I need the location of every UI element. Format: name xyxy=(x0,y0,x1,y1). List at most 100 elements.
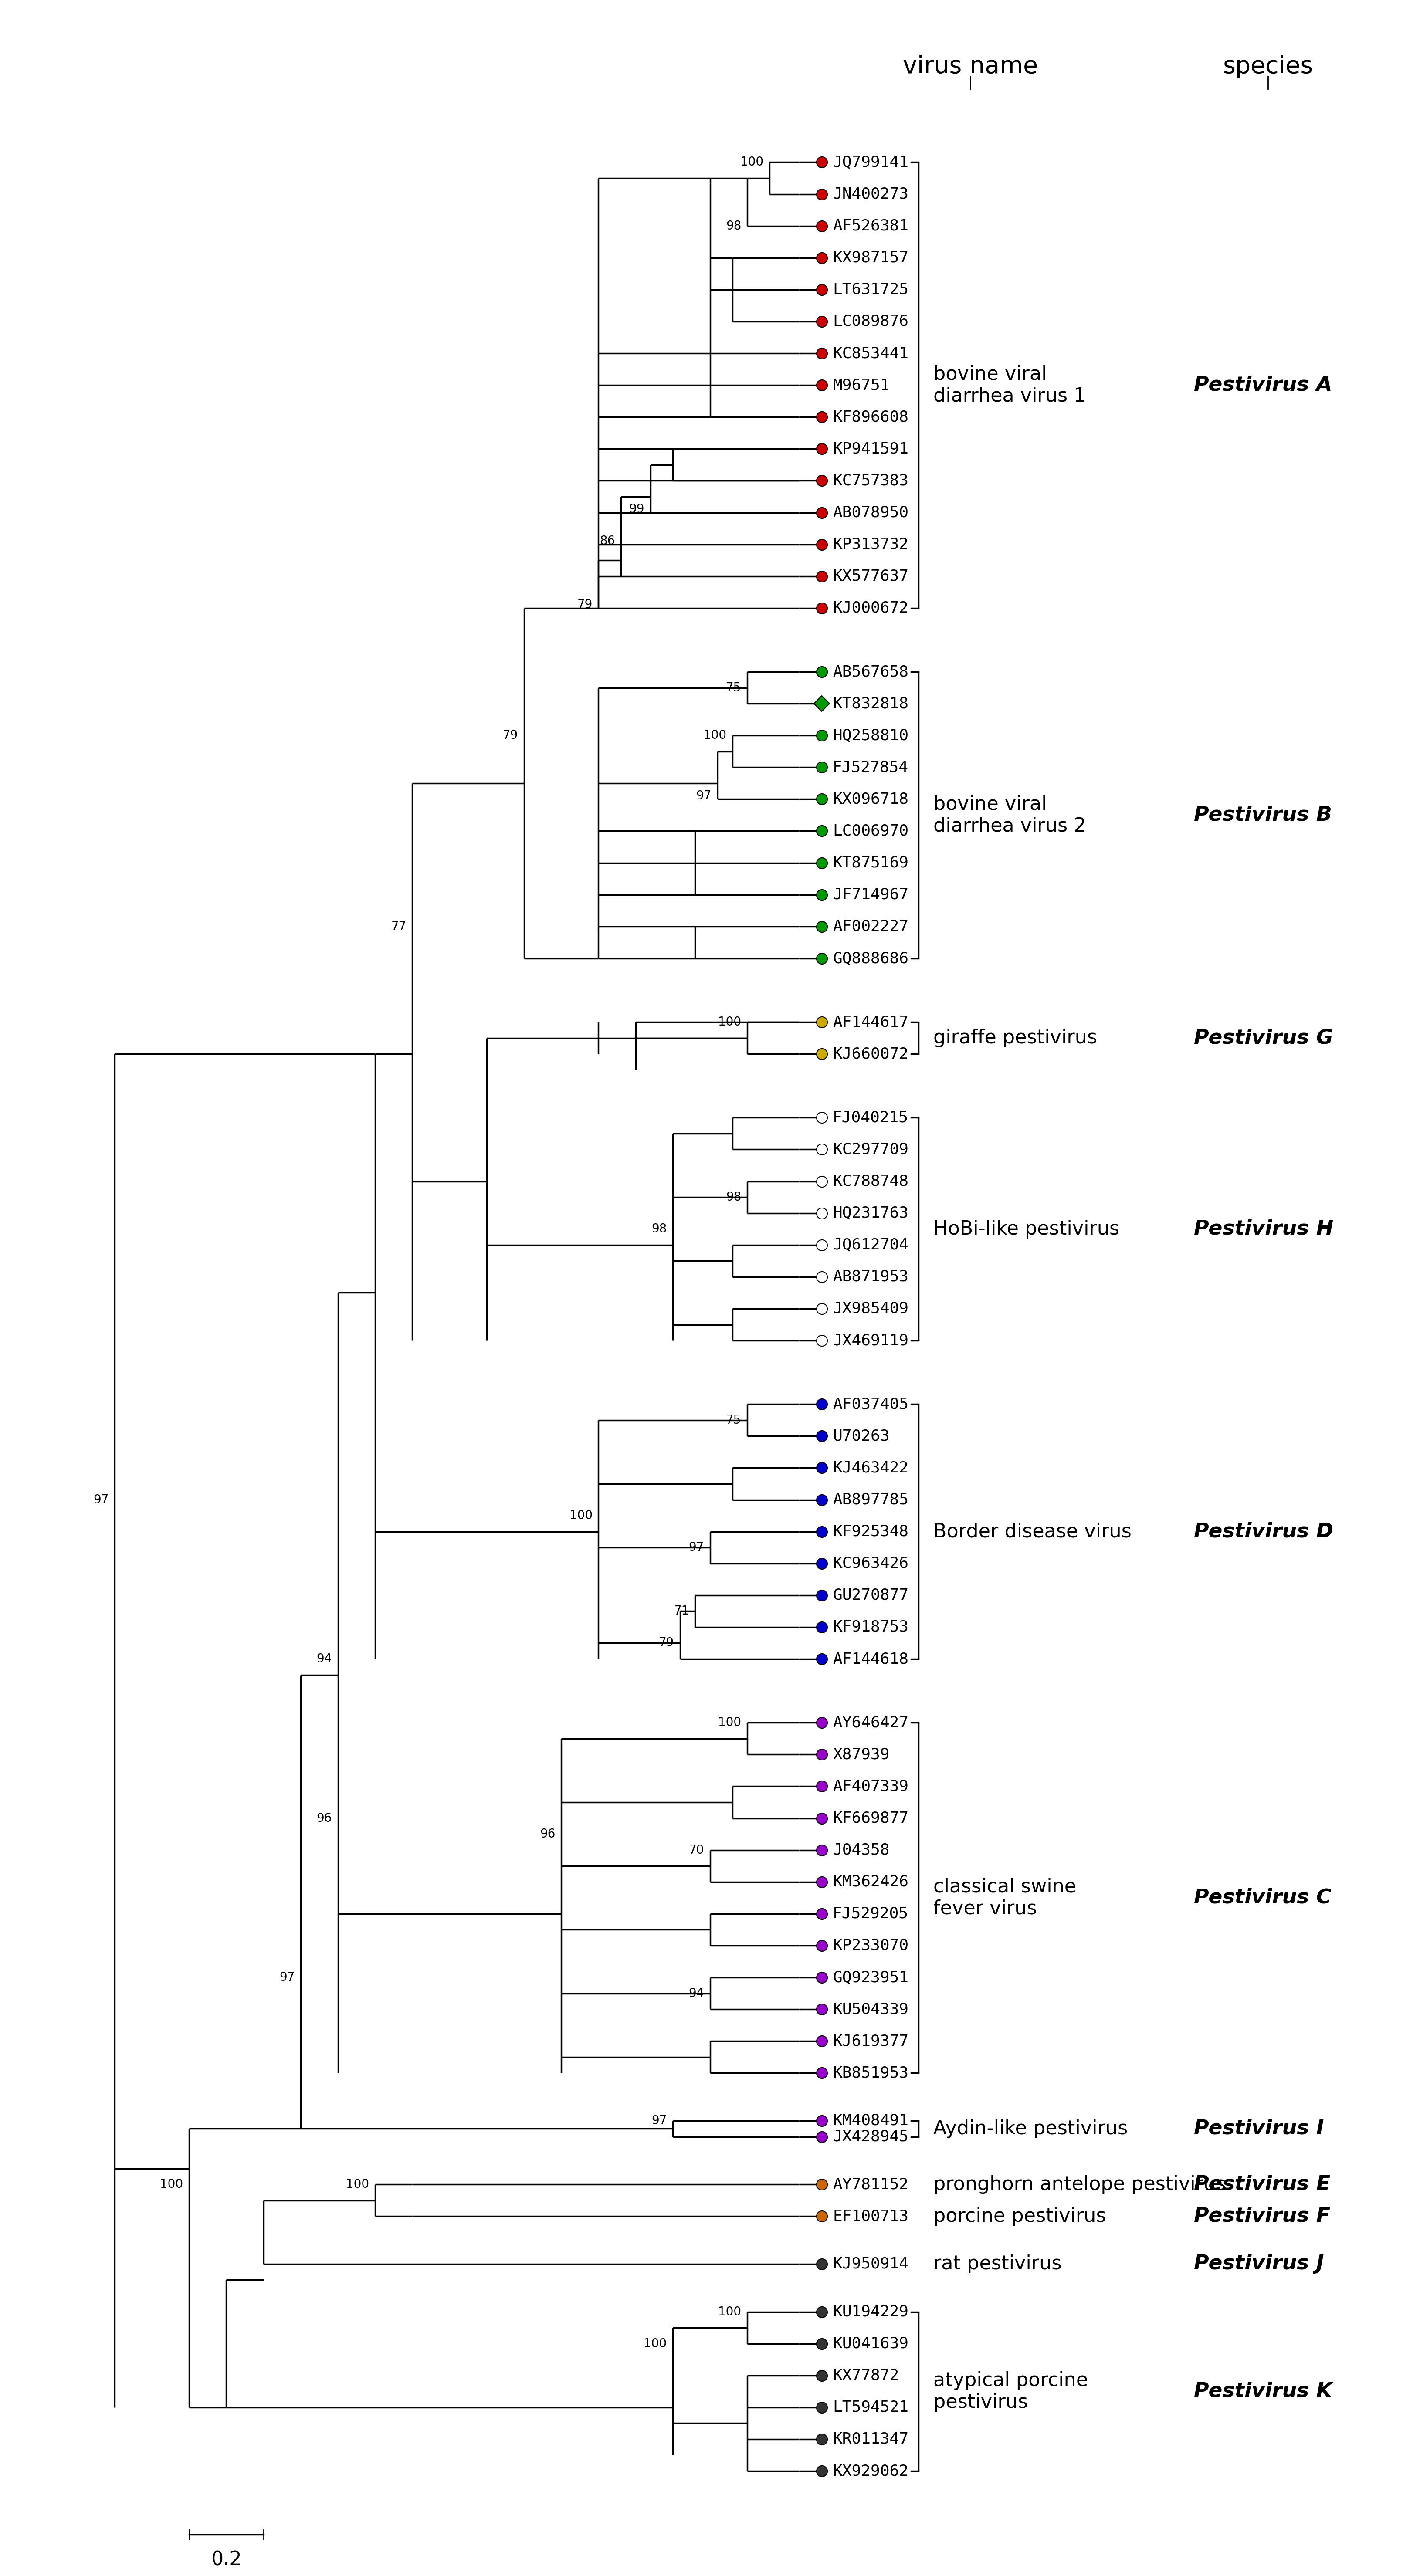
Text: LT594521: LT594521 xyxy=(832,2401,909,2414)
Text: Pestivirus A: Pestivirus A xyxy=(1194,376,1332,394)
Text: species: species xyxy=(1223,54,1314,77)
Text: 97: 97 xyxy=(652,2115,667,2128)
Text: J04358: J04358 xyxy=(832,1842,890,1857)
Text: AB078950: AB078950 xyxy=(832,505,909,520)
Text: Pestivirus B: Pestivirus B xyxy=(1194,806,1332,824)
Text: 94: 94 xyxy=(689,1986,704,1999)
Text: 100: 100 xyxy=(569,1510,592,1522)
Text: 96: 96 xyxy=(317,1811,332,1824)
Text: KU504339: KU504339 xyxy=(832,2002,909,2017)
Text: 96: 96 xyxy=(540,1829,555,1839)
Text: KM362426: KM362426 xyxy=(832,1875,909,1888)
Text: rat pestivirus: rat pestivirus xyxy=(933,2254,1062,2275)
Text: AF002227: AF002227 xyxy=(832,920,909,935)
Text: Pestivirus D: Pestivirus D xyxy=(1194,1522,1333,1540)
Text: KC297709: KC297709 xyxy=(832,1141,909,1157)
Text: AF144618: AF144618 xyxy=(832,1651,909,1667)
Text: AB897785: AB897785 xyxy=(832,1492,909,1507)
Text: KJ950914: KJ950914 xyxy=(832,2257,909,2272)
Text: U70263: U70263 xyxy=(832,1430,890,1443)
Text: KX77872: KX77872 xyxy=(832,2367,899,2383)
Text: EF100713: EF100713 xyxy=(832,2208,909,2223)
Text: KT875169: KT875169 xyxy=(832,855,909,871)
Text: Pestivirus K: Pestivirus K xyxy=(1194,2383,1332,2401)
Text: 100: 100 xyxy=(346,2179,369,2190)
Text: 97: 97 xyxy=(689,1540,704,1553)
Text: classical swine
fever virus: classical swine fever virus xyxy=(933,1878,1076,1919)
Text: AF526381: AF526381 xyxy=(832,219,909,234)
Text: porcine pestivirus: porcine pestivirus xyxy=(933,2208,1106,2226)
Text: JN400273: JN400273 xyxy=(832,185,909,201)
Text: KX929062: KX929062 xyxy=(832,2463,909,2478)
Text: 97: 97 xyxy=(280,1971,295,1984)
Text: JX428945: JX428945 xyxy=(832,2130,909,2143)
Text: 100: 100 xyxy=(643,2336,667,2349)
Text: 100: 100 xyxy=(719,2306,741,2318)
Text: 100: 100 xyxy=(740,157,764,167)
Text: JQ799141: JQ799141 xyxy=(832,155,909,170)
Text: JF714967: JF714967 xyxy=(832,886,909,902)
Text: 100: 100 xyxy=(703,729,727,742)
Text: LT631725: LT631725 xyxy=(832,283,909,296)
Text: KX987157: KX987157 xyxy=(832,250,909,265)
Text: KF669877: KF669877 xyxy=(832,1811,909,1826)
Text: LC089876: LC089876 xyxy=(832,314,909,330)
Text: 99: 99 xyxy=(629,502,645,515)
Text: giraffe pestivirus: giraffe pestivirus xyxy=(933,1028,1098,1048)
Text: AY781152: AY781152 xyxy=(832,2177,909,2192)
Text: FJ040215: FJ040215 xyxy=(832,1110,909,1126)
Text: 71: 71 xyxy=(674,1605,689,1618)
Text: 70: 70 xyxy=(689,1844,704,1857)
Text: 98: 98 xyxy=(726,219,741,232)
Text: 97: 97 xyxy=(94,1494,109,1507)
Text: 79: 79 xyxy=(659,1636,674,1649)
Text: KR011347: KR011347 xyxy=(832,2432,909,2447)
Text: 100: 100 xyxy=(160,2179,183,2190)
Text: KX096718: KX096718 xyxy=(832,791,909,806)
Text: atypical porcine
pestivirus: atypical porcine pestivirus xyxy=(933,2370,1088,2411)
Text: KU194229: KU194229 xyxy=(832,2306,909,2318)
Text: JX985409: JX985409 xyxy=(832,1301,909,1316)
Text: JX469119: JX469119 xyxy=(832,1334,909,1347)
Text: X87939: X87939 xyxy=(832,1747,890,1762)
Text: 98: 98 xyxy=(652,1224,667,1234)
Text: 97: 97 xyxy=(696,791,711,801)
Text: 86: 86 xyxy=(599,536,615,546)
Text: AF037405: AF037405 xyxy=(832,1396,909,1412)
Text: KP313732: KP313732 xyxy=(832,536,909,551)
Text: pronghorn antelope pestivirus: pronghorn antelope pestivirus xyxy=(933,2174,1225,2195)
Text: KC853441: KC853441 xyxy=(832,345,909,361)
Text: Border disease virus: Border disease virus xyxy=(933,1522,1132,1540)
Text: AF407339: AF407339 xyxy=(832,1780,909,1793)
Text: bovine viral
diarrhea virus 1: bovine viral diarrhea virus 1 xyxy=(933,366,1086,404)
Text: 100: 100 xyxy=(719,1015,741,1028)
Text: HoBi-like pestivirus: HoBi-like pestivirus xyxy=(933,1218,1119,1239)
Text: KM408491: KM408491 xyxy=(832,2112,909,2128)
Text: KB851953: KB851953 xyxy=(832,2066,909,2081)
Text: AY646427: AY646427 xyxy=(832,1716,909,1731)
Text: bovine viral
diarrhea virus 2: bovine viral diarrhea virus 2 xyxy=(933,796,1086,835)
Text: 94: 94 xyxy=(317,1654,332,1664)
Text: KU041639: KU041639 xyxy=(832,2336,909,2352)
Text: KF918753: KF918753 xyxy=(832,1620,909,1636)
Text: KC788748: KC788748 xyxy=(832,1175,909,1188)
Text: 98: 98 xyxy=(726,1190,741,1203)
Text: Pestivirus C: Pestivirus C xyxy=(1194,1888,1331,1909)
Text: KC757383: KC757383 xyxy=(832,474,909,487)
Text: LC006970: LC006970 xyxy=(832,824,909,837)
Text: Aydin-like pestivirus: Aydin-like pestivirus xyxy=(933,2120,1127,2138)
Text: M96751: M96751 xyxy=(832,379,890,392)
Text: AB567658: AB567658 xyxy=(832,665,909,680)
Text: KJ619377: KJ619377 xyxy=(832,2032,909,2048)
Text: GU270877: GU270877 xyxy=(832,1587,909,1602)
Text: Pestivirus G: Pestivirus G xyxy=(1194,1028,1333,1048)
Text: KX577637: KX577637 xyxy=(832,569,909,585)
Text: Pestivirus J: Pestivirus J xyxy=(1194,2254,1323,2275)
Text: Pestivirus I: Pestivirus I xyxy=(1194,2120,1323,2138)
Text: 75: 75 xyxy=(726,1414,741,1427)
Text: Pestivirus E: Pestivirus E xyxy=(1194,2174,1331,2195)
Text: GQ923951: GQ923951 xyxy=(832,1971,909,1986)
Text: FJ529205: FJ529205 xyxy=(832,1906,909,1922)
Text: GQ888686: GQ888686 xyxy=(832,951,909,966)
Text: KF925348: KF925348 xyxy=(832,1525,909,1538)
